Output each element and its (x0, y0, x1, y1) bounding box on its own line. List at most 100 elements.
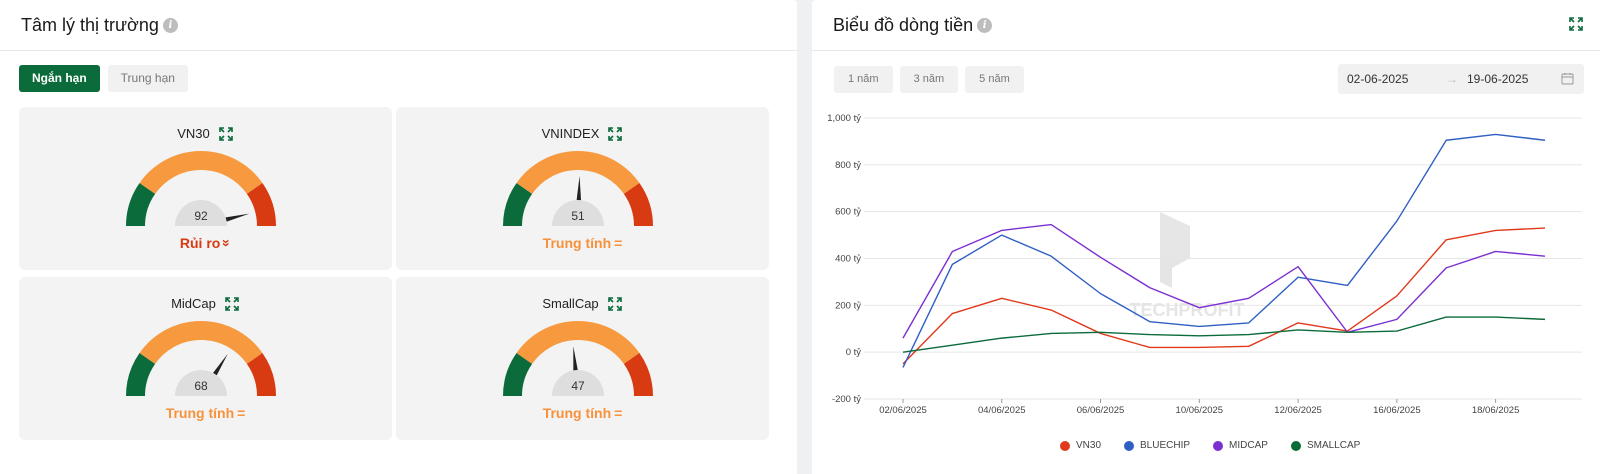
term-tabs: Ngắn hạn Trung hạn (19, 65, 188, 92)
gauge-name: VN30 (177, 126, 210, 142)
gauge-chart: 92 (126, 151, 276, 227)
expand-icon[interactable] (218, 126, 234, 142)
gauge-name: VNINDEX (541, 126, 600, 142)
x-tick-label: 18/06/2025 (1472, 405, 1520, 416)
gauge-card-vn30: VN30 92 Rủi ro» (19, 107, 392, 270)
gauge-chart: 68 (126, 321, 276, 397)
x-tick-label: 16/06/2025 (1373, 405, 1421, 416)
gauge-value: 47 (571, 379, 585, 393)
gauge-hub (552, 200, 604, 226)
legend-item-vn30[interactable]: VN30 (1060, 440, 1101, 451)
legend-label: BLUECHIP (1140, 440, 1191, 451)
gauge-status-label: Trung tính (542, 235, 612, 251)
y-tick-label: 0 tỷ (846, 347, 862, 358)
series-line-vn30[interactable] (902, 227, 1546, 365)
expand-icon[interactable] (607, 296, 623, 312)
legend-dot (1213, 440, 1224, 451)
gauge-name: SmallCap (542, 296, 599, 312)
gauge-zone-safe (126, 182, 156, 227)
y-tick-label: 600 tỷ (835, 207, 861, 218)
gauge-name: MidCap (171, 296, 216, 312)
series-line-midcap[interactable] (902, 223, 1546, 339)
gauge-card-vnindex: VNINDEX 51 Trung tính = (396, 107, 769, 270)
legend-dot (1124, 440, 1135, 451)
panel-header: Biểu đồ dòng tiền i (812, 0, 1600, 51)
range-1-year-button[interactable]: 1 năm (834, 66, 893, 93)
gauge-card-smallcap: SmallCap 47 Trung tính = (396, 277, 769, 440)
gauge-title: MidCap (19, 295, 392, 312)
gauge-hub (175, 370, 227, 396)
gauge-zone-risk (623, 182, 653, 227)
legend-dot (1290, 440, 1301, 451)
panel-title: Biểu đồ dòng tiền (833, 14, 974, 35)
double-chevron-down-icon: » (219, 239, 236, 247)
y-tick-label: 200 tỷ (835, 300, 861, 311)
gauge-value: 92 (194, 209, 208, 223)
tab-medium-term[interactable]: Trung hạn (107, 65, 188, 92)
gauge-zone-safe (503, 352, 533, 397)
info-icon[interactable]: i (162, 17, 178, 33)
legend-item-midcap[interactable]: MIDCAP (1213, 440, 1268, 451)
fullscreen-icon[interactable] (1568, 16, 1584, 32)
gauge-needle (573, 346, 578, 371)
gauge-zone-neutral (139, 151, 263, 195)
calendar-icon[interactable] (1561, 72, 1574, 85)
cash-flow-panel: Biểu đồ dòng tiền i 1 năm 3 năm 5 năm 02… (812, 0, 1600, 474)
gauge-status: Trung tính = (19, 405, 392, 421)
gauge-title: VNINDEX (396, 125, 769, 142)
x-tick-label: 12/06/2025 (1274, 405, 1322, 416)
panel-header: Tâm lý thị trường i (0, 0, 797, 51)
x-tick-label: 10/06/2025 (1176, 405, 1224, 416)
y-tick-label: -200 tỷ (832, 394, 861, 405)
range-5-year-button[interactable]: 5 năm (965, 66, 1024, 93)
gauge-zone-neutral (139, 321, 263, 365)
watermark-logo-icon (1160, 212, 1190, 288)
expand-icon[interactable] (607, 126, 623, 142)
gauge-hub (552, 370, 604, 396)
gauge-title: VN30 (19, 125, 392, 142)
date-range-picker[interactable]: 02-06-2025 → 19-06-2025 (1338, 64, 1584, 94)
gauge-status: Trung tính = (396, 235, 769, 251)
gauge-chart: 47 (503, 321, 653, 397)
gauge-status-label: Rủi ro (179, 235, 221, 251)
y-tick-label: 400 tỷ (835, 254, 861, 265)
y-tick-label: 800 tỷ (835, 160, 861, 171)
watermark: TECHPROFIT (1130, 212, 1245, 320)
chart-legend: VN30 BLUECHIP MIDCAP SMALLCAP (1060, 440, 1360, 451)
gauge-card-midcap: MidCap 68 Trung tính = (19, 277, 392, 440)
series-line-bluechip[interactable] (902, 133, 1546, 368)
gauge-zone-neutral (516, 321, 640, 365)
x-tick-label: 04/06/2025 (978, 405, 1026, 416)
equals-icon: = (614, 235, 623, 251)
info-icon[interactable]: i (977, 17, 993, 33)
date-to[interactable]: 19-06-2025 (1467, 72, 1529, 86)
legend-item-bluechip[interactable]: BLUECHIP (1124, 440, 1190, 451)
range-3-year-button[interactable]: 3 năm (899, 66, 959, 93)
gauge-status-label: Trung tính (165, 405, 235, 421)
gauge-status: Trung tính = (396, 405, 769, 421)
gauge-zone-safe (503, 182, 533, 227)
gauge-hub (175, 200, 227, 226)
date-from[interactable]: 02-06-2025 (1347, 72, 1409, 86)
gauge-status-label: Trung tính (542, 405, 612, 421)
gauge-value: 68 (194, 379, 208, 393)
expand-icon[interactable] (224, 296, 240, 312)
gauge-value: 51 (571, 209, 585, 223)
gauge-zone-risk (246, 182, 276, 227)
series-line-smallcap[interactable] (902, 316, 1546, 353)
legend-label: MIDCAP (1229, 440, 1268, 451)
gauge-needle (576, 176, 582, 201)
gauge-zone-risk (246, 352, 276, 397)
equals-icon: = (237, 405, 246, 421)
legend-dot (1060, 440, 1070, 451)
legend-label: VN30 (1076, 440, 1102, 451)
arrow-right-icon: → (1446, 72, 1458, 86)
gauge-zone-neutral (516, 151, 640, 195)
market-sentiment-panel: Tâm lý thị trường i Ngắn hạn Trung hạn V… (0, 0, 797, 474)
range-buttons: 1 năm 3 năm 5 năm (834, 66, 1024, 93)
gauge-status: Rủi ro» (19, 235, 392, 251)
equals-icon: = (614, 405, 623, 421)
legend-label: SMALLCAP (1306, 440, 1361, 451)
legend-item-smallcap[interactable]: SMALLCAP (1290, 440, 1361, 451)
tab-short-term[interactable]: Ngắn hạn (19, 65, 100, 92)
